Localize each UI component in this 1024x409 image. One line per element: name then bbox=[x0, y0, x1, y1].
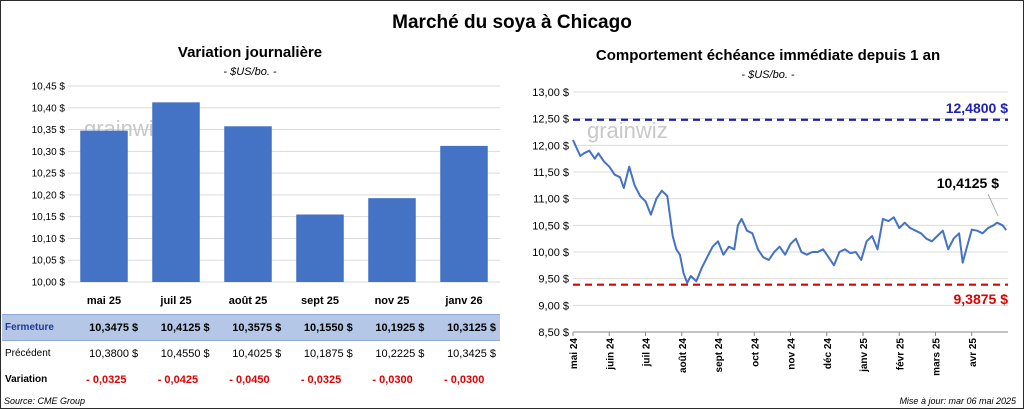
table-cell: - 0,0300 bbox=[372, 373, 413, 386]
line-y-tick-label: 11,50 $ bbox=[533, 167, 569, 179]
line-y-tick-label: 8,50 $ bbox=[538, 327, 569, 339]
main-title: Marché du soya à Chicago bbox=[392, 12, 632, 33]
front-month-line-chart: grainwiz 8,50 $ 9,00 $ 9,50 $ 10,00 $ 10,50 … bbox=[532, 87, 1009, 376]
line-x-tick-label: juil 24 bbox=[642, 338, 653, 368]
table-cell: 10,4025 $ bbox=[232, 347, 282, 360]
low-value-label: 9,3875 $ bbox=[954, 291, 1009, 307]
row-label: Fermeture bbox=[2, 314, 71, 341]
daily-variation-bar-chart: grainwiz 10,00 $10,05 $10,10 $10,15 $10,… bbox=[32, 82, 500, 307]
line-chart-reference-lines bbox=[573, 118, 1008, 286]
table-cell: 10,3800 $ bbox=[89, 347, 139, 360]
bar-chart-gridlines bbox=[68, 85, 500, 283]
bar-y-tick-label: 10,30 $ bbox=[32, 147, 66, 158]
table-cell: 10,1550 $ bbox=[285, 314, 357, 341]
price-series-line bbox=[572, 139, 1008, 284]
line-x-tick-label: août 24 bbox=[678, 338, 689, 373]
table-cell: - 0,0300 bbox=[443, 373, 485, 386]
line-x-tick-label: oct 24 bbox=[750, 338, 761, 367]
table-cell: 10,3425 $ bbox=[447, 347, 496, 360]
bar-x-tick-label: juil 25 bbox=[159, 295, 191, 307]
bar-chart-bars bbox=[80, 102, 488, 283]
bar-août-25 bbox=[224, 126, 272, 283]
line-y-tick-label: 10,00 $ bbox=[532, 247, 569, 259]
line-x-tick-label: avr 25 bbox=[968, 338, 979, 367]
line-y-tick-label: 12,50 $ bbox=[532, 114, 569, 126]
bar-x-tick-label: janv 26 bbox=[444, 295, 482, 307]
bar-x-tick-label: mai 25 bbox=[87, 295, 121, 307]
watermark-logo: grainwiz bbox=[587, 118, 668, 143]
line-chart-x-axis: mai 24 juin 24 juil 24 août 24 sept 24 oct 24… bbox=[569, 331, 1008, 376]
bar-y-tick-label: 10,20 $ bbox=[32, 190, 66, 201]
last-value-label: 10,4125 $ bbox=[937, 175, 999, 191]
table-cell: - 0,0325 bbox=[86, 373, 127, 386]
line-y-tick-label: 11,00 $ bbox=[533, 194, 569, 206]
bar-x-tick-label: nov 25 bbox=[375, 295, 410, 307]
bar-y-tick-label: 10,25 $ bbox=[32, 169, 66, 180]
bar-juil-25 bbox=[152, 102, 200, 282]
table-cell: 10,3475 $ bbox=[70, 314, 143, 341]
left-chart-unit: - $US/bo. - bbox=[223, 66, 277, 78]
line-x-tick-label: mai 24 bbox=[569, 338, 580, 370]
line-y-tick-label: 13,00 $ bbox=[532, 87, 569, 99]
bar-sept-25 bbox=[296, 214, 344, 282]
bar-y-tick-label: 10,40 $ bbox=[32, 103, 66, 114]
bar-x-tick-label: août 25 bbox=[229, 295, 268, 307]
bar-chart-y-axis: 10,00 $ 10,05 $ 10,10 $ 10,15 $ 10,20 $ 10,25… bbox=[32, 82, 66, 289]
line-x-tick-label: juin 24 bbox=[605, 338, 616, 371]
table-cell: - 0,0325 bbox=[300, 373, 342, 386]
update-note: Mise à jour: mar 06 mai 2025 bbox=[899, 396, 1016, 406]
bar-y-tick-label: 10,10 $ bbox=[32, 234, 66, 245]
bar-y-tick-label: 10,35 $ bbox=[32, 125, 66, 136]
bar-y-tick-label: 10,00 $ bbox=[32, 278, 66, 289]
table-cell: 10,1925 $ bbox=[356, 314, 429, 341]
bar-y-tick-label: 10,05 $ bbox=[32, 256, 66, 267]
bar-y-tick-label: 10,45 $ bbox=[32, 82, 66, 93]
table-cell: 10,4550 $ bbox=[160, 347, 210, 360]
bar-y-tick-label: 10,15 $ bbox=[32, 212, 66, 223]
line-y-tick-label: 10,50 $ bbox=[532, 220, 569, 232]
bar-x-tick-label: sept 25 bbox=[301, 295, 339, 307]
bar-chart-x-axis: mai 25 juil 25 août 25 sept 25 nov 25 janv 26 bbox=[87, 295, 483, 307]
source-note: Source: CME Group bbox=[4, 396, 86, 406]
line-x-tick-label: févr 25 bbox=[895, 338, 906, 371]
line-x-tick-label: mars 25 bbox=[932, 338, 943, 376]
line-x-tick-label: janv 25 bbox=[859, 338, 870, 373]
table-cell: - 0,0450 bbox=[229, 373, 270, 386]
line-x-tick-label: nov 24 bbox=[787, 338, 798, 370]
table-cell: 10,4125 $ bbox=[142, 314, 214, 341]
high-value-label: 12,4800 $ bbox=[946, 100, 1008, 116]
line-y-tick-label: 9,50 $ bbox=[538, 274, 569, 286]
row-label: Variation bbox=[5, 374, 48, 385]
right-chart-unit: - $US/bo. - bbox=[741, 69, 795, 81]
table-row-variation: Variation - 0,0325 - 0,0425 - 0,0450 - 0… bbox=[2, 367, 500, 393]
row-label: Précédent bbox=[5, 348, 51, 360]
bar-janv-26 bbox=[440, 145, 488, 282]
line-chart-y-axis: 8,50 $ 9,00 $ 9,50 $ 10,00 $ 10,50 $ 11,00 $ 1… bbox=[532, 87, 569, 339]
bar-nov-25 bbox=[368, 198, 416, 282]
line-x-tick-label: déc 24 bbox=[823, 338, 834, 370]
table-row-precedent: Précédent 10,3800 $ 10,4550 $ 10,4025 $ … bbox=[2, 341, 500, 367]
table-cell: - 0,0425 bbox=[157, 373, 199, 386]
table-cell: 10,2225 $ bbox=[375, 347, 425, 360]
table-row-fermeture: Fermeture 10,3475 $ 10,4125 $ 10,3575 $ … bbox=[2, 314, 500, 341]
last-value-leader-line bbox=[987, 193, 999, 217]
table-cell: 10,3575 $ bbox=[213, 314, 286, 341]
line-x-tick-label: sept 24 bbox=[714, 338, 725, 373]
table-cell: 10,1875 $ bbox=[303, 347, 353, 360]
price-table: Fermeture 10,3475 $ 10,4125 $ 10,3575 $ … bbox=[2, 314, 500, 393]
right-chart-title: Comportement échéance immédiate depuis 1… bbox=[595, 47, 941, 64]
table-cell: 10,3125 $ bbox=[428, 314, 500, 341]
line-y-tick-label: 9,00 $ bbox=[538, 300, 569, 312]
bar-mai-25 bbox=[80, 130, 128, 282]
line-chart-series bbox=[572, 139, 1008, 284]
left-chart-title: Variation journalière bbox=[177, 44, 323, 61]
line-y-tick-label: 12,00 $ bbox=[532, 140, 569, 152]
